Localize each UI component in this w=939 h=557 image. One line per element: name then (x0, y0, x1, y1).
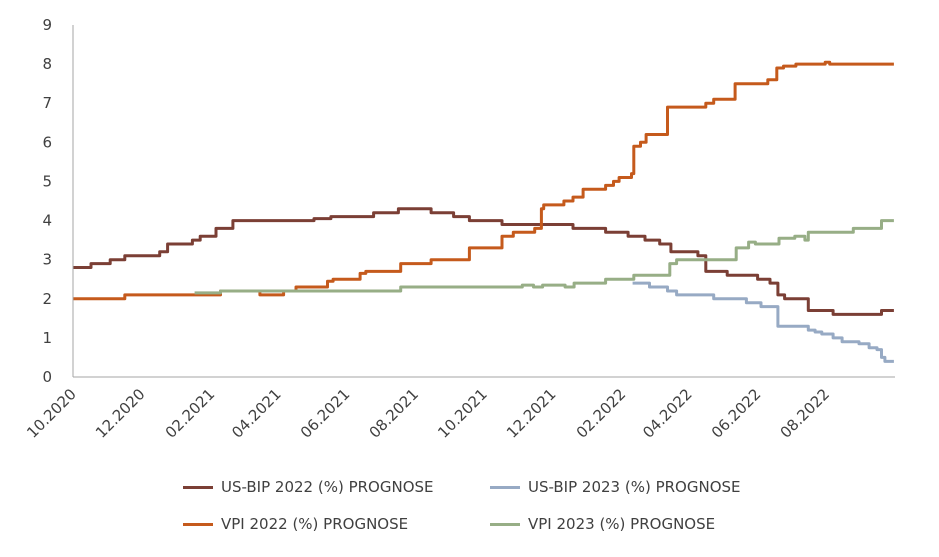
legend-item-vpi-2022: VPI 2022 (%) PROGNOSE (183, 515, 408, 533)
x-tick-label: 06.2022 (708, 385, 765, 442)
x-tick-label: 12.2020 (92, 385, 149, 442)
series-line-3 (194, 219, 894, 295)
y-tick-label: 2 (42, 290, 52, 308)
x-tick-label: 02.2021 (162, 385, 219, 442)
series-line-1 (632, 281, 894, 363)
legend-label: US-BIP 2023 (%) PROGNOSE (528, 478, 741, 496)
y-tick-label: 0 (42, 368, 52, 386)
x-tick-label: 04.2022 (639, 385, 696, 442)
y-tick-label: 1 (42, 329, 52, 347)
x-tick-label: 06.2021 (297, 385, 354, 442)
legend-label: VPI 2022 (%) PROGNOSE (221, 515, 409, 533)
x-tick-label: 04.2021 (228, 385, 285, 442)
x-tick-label: 08.2021 (366, 385, 423, 442)
x-tick-label: 08.2022 (777, 385, 834, 442)
series-lines (73, 60, 894, 363)
legend-swatch (183, 522, 213, 526)
y-tick-label: 4 (42, 212, 52, 230)
y-tick-label: 7 (42, 94, 52, 112)
x-tick-label: 02.2022 (573, 385, 630, 442)
y-tick-label: 3 (42, 251, 52, 269)
series-line-0 (73, 207, 894, 316)
legend-swatch (490, 522, 520, 526)
y-tick-label: 6 (42, 133, 52, 151)
legend-item-vpi-2023: VPI 2023 (%) PROGNOSE (490, 515, 715, 533)
y-tick-label: 5 (42, 172, 52, 190)
y-axis-ticks: 0 1 2 3 4 5 6 7 8 9 (42, 16, 52, 386)
legend-item-us-bip-2022: US-BIP 2022 (%) PROGNOSE (183, 478, 434, 496)
legend-swatch (490, 485, 520, 489)
legend-label: VPI 2023 (%) PROGNOSE (528, 515, 716, 533)
series-line-2 (73, 60, 894, 301)
x-tick-label: 10.2021 (434, 385, 491, 442)
x-tick-label: 12.2021 (503, 385, 560, 442)
y-tick-label: 8 (42, 55, 52, 73)
legend-swatch (183, 485, 213, 489)
legend-item-us-bip-2023: US-BIP 2023 (%) PROGNOSE (490, 478, 741, 496)
x-axis-ticks: 10.2020 12.2020 02.2021 04.2021 06.2021 08.20… (23, 385, 833, 442)
x-tick-label: 10.2020 (23, 385, 80, 442)
y-tick-label: 9 (42, 16, 52, 34)
legend-label: US-BIP 2022 (%) PROGNOSE (221, 478, 434, 496)
